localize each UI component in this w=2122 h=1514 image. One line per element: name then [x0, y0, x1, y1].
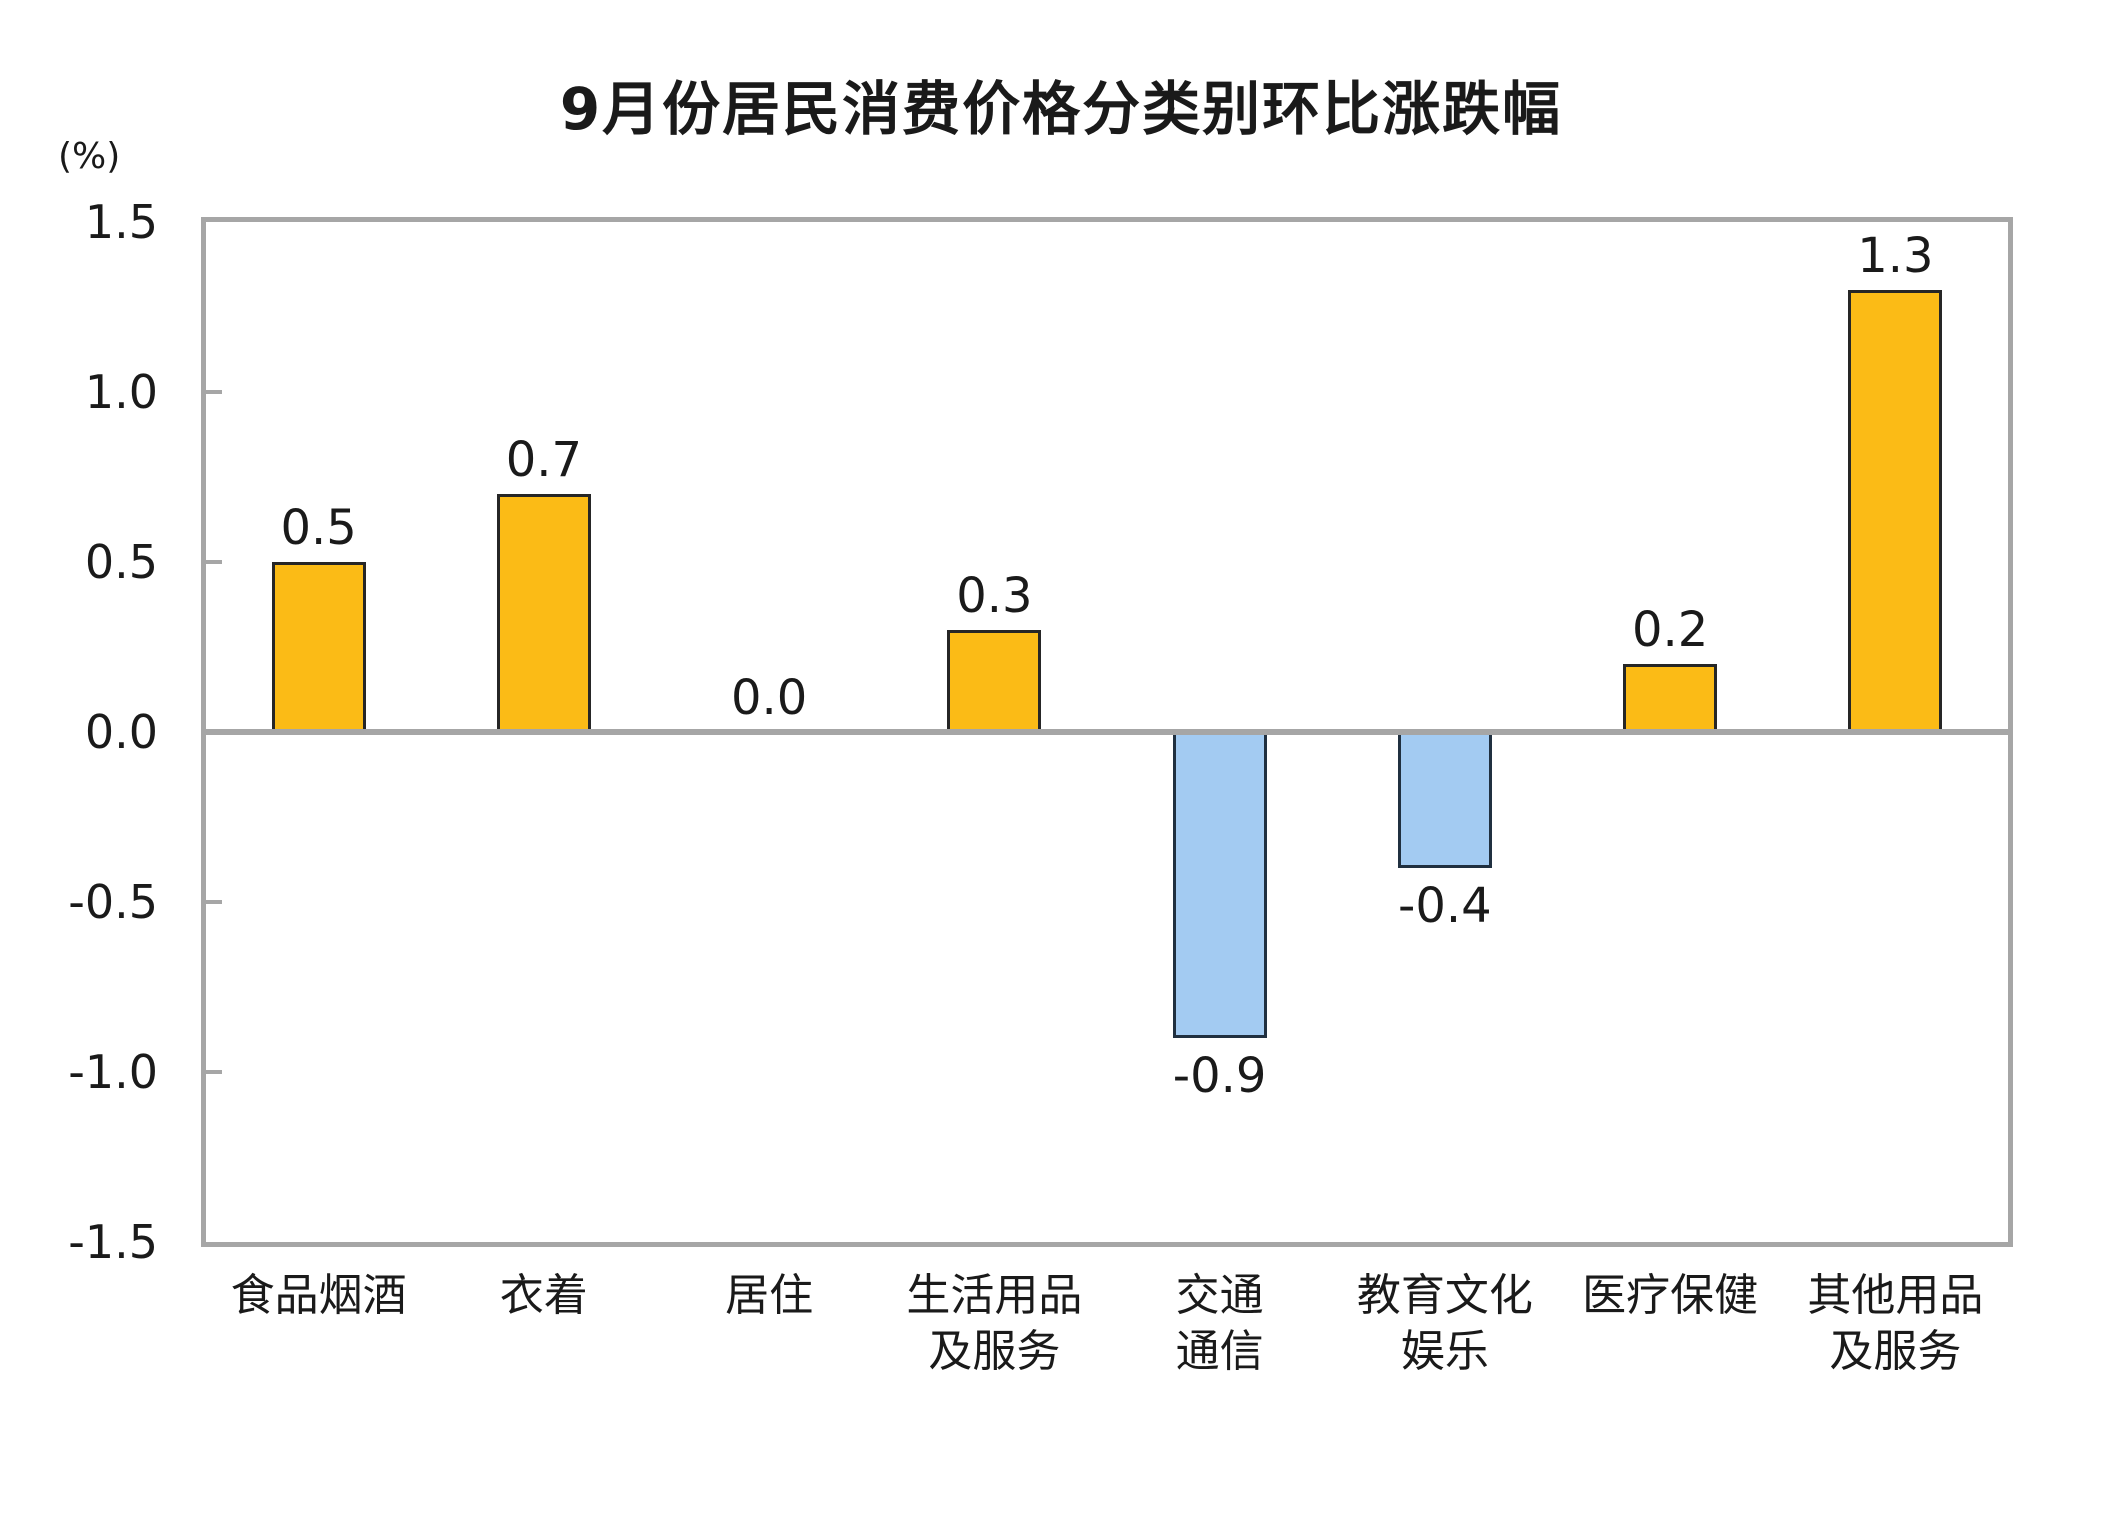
y-axis-tick-label: 1.0: [84, 365, 158, 419]
x-axis-label-line: 娱乐: [1400, 1326, 1489, 1378]
x-axis-label-line: 食品烟酒: [230, 1270, 407, 1321]
bar-5: [1397, 732, 1492, 868]
plot-area: 0.5 0.7 0.0 0.3 -0.9 -0.4 0.2 1.3: [201, 217, 2013, 1247]
y-axis-tick-label: 0.0: [84, 705, 158, 759]
y-axis-tick-label: -1.5: [68, 1215, 158, 1269]
x-axis-label-7: 其他用品 及服务: [1783, 1268, 2008, 1381]
bar-value-label-4: -0.9: [1172, 1048, 1267, 1104]
chart-title: 9月份居民消费价格分类别环比涨跌幅: [559, 75, 1563, 143]
bar-1: [496, 494, 591, 732]
x-axis-label-line: 居住: [725, 1270, 814, 1321]
bar-6: [1623, 664, 1718, 732]
bar-value-label-0: 0.5: [280, 500, 357, 556]
x-axis-label-1: 衣着: [431, 1268, 656, 1381]
bar-7: [1848, 290, 1943, 732]
bar-value-label-5: -0.4: [1398, 878, 1492, 934]
x-axis-label-line: 衣着: [499, 1270, 588, 1321]
x-axis-label-line: 医疗保健: [1582, 1270, 1759, 1321]
bar-0: [271, 562, 366, 732]
x-axis-label-4: 交通 通信: [1107, 1268, 1332, 1381]
x-axis-label-line: 教育文化: [1356, 1270, 1533, 1321]
x-axis-label-6: 医疗保健: [1558, 1268, 1783, 1381]
bar-4: [1172, 732, 1267, 1038]
y-axis-tick-mark: [206, 390, 222, 394]
y-axis-tick-label: 0.5: [84, 535, 158, 589]
x-axis-label-0: 食品烟酒: [206, 1268, 431, 1381]
bar-value-label-7: 1.3: [1857, 228, 1934, 284]
y-axis-tick-mark: [206, 1070, 222, 1074]
bar-value-label-2: 0.0: [730, 670, 808, 726]
x-axis-label-line: 交通: [1175, 1270, 1264, 1321]
x-axis-label-2: 居住: [657, 1268, 882, 1381]
y-axis-tick-mark: [206, 560, 222, 564]
x-axis: 食品烟酒 衣着 居住 生活用品 及服务 交通 通信 教育文化 娱乐 医疗保健 其他用品 及服务: [206, 1268, 2008, 1381]
y-axis-tick-label: -1.0: [68, 1045, 158, 1099]
bar-value-label-6: 0.2: [1631, 602, 1709, 658]
y-axis-tick-mark: [206, 900, 222, 904]
x-axis-label-line: 通信: [1175, 1326, 1264, 1378]
y-axis-tick-label: -0.5: [68, 875, 158, 929]
y-axis-tick-label: 1.5: [84, 195, 158, 249]
x-axis-label-line: 生活用品: [906, 1270, 1083, 1321]
x-axis-label-3: 生活用品 及服务: [882, 1268, 1107, 1381]
x-axis-label-line: 其他用品: [1807, 1270, 1984, 1321]
zero-baseline: [206, 729, 2008, 735]
bar-3: [947, 630, 1042, 732]
y-axis-unit-label: (%): [58, 136, 121, 177]
x-axis-label-5: 教育文化 娱乐: [1332, 1268, 1557, 1381]
x-axis-label-line: 及服务: [1829, 1326, 1962, 1378]
bar-value-label-1: 0.7: [505, 432, 583, 488]
bar-value-label-3: 0.3: [956, 568, 1033, 624]
x-axis-label-line: 及服务: [928, 1326, 1061, 1378]
